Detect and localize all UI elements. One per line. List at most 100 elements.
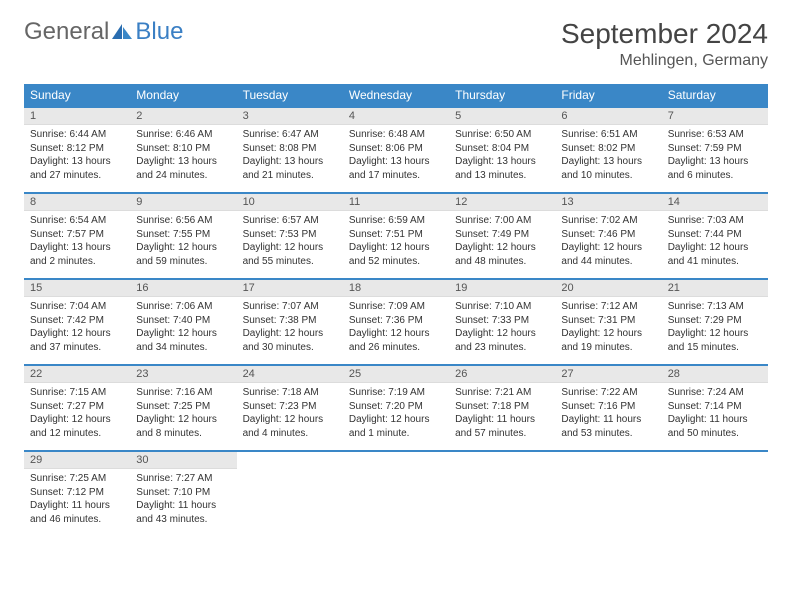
day-number: 3	[237, 108, 343, 125]
day-cell: 14Sunrise: 7:03 AMSunset: 7:44 PMDayligh…	[662, 193, 768, 279]
day-number: 24	[237, 366, 343, 383]
day-cell: 26Sunrise: 7:21 AMSunset: 7:18 PMDayligh…	[449, 365, 555, 451]
week-row: 15Sunrise: 7:04 AMSunset: 7:42 PMDayligh…	[24, 279, 768, 365]
daylight-text: Daylight: 12 hours and 37 minutes.	[30, 327, 124, 354]
sunset-text: Sunset: 7:25 PM	[136, 400, 230, 414]
brand-text-2: Blue	[135, 18, 183, 46]
sunrise-text: Sunrise: 6:56 AM	[136, 214, 230, 228]
day-number: 18	[343, 280, 449, 297]
sunset-text: Sunset: 7:51 PM	[349, 228, 443, 242]
week-row: 8Sunrise: 6:54 AMSunset: 7:57 PMDaylight…	[24, 193, 768, 279]
sunset-text: Sunset: 7:59 PM	[668, 142, 762, 156]
daylight-text: Daylight: 13 hours and 13 minutes.	[455, 155, 549, 182]
day-number: 17	[237, 280, 343, 297]
calendar-table: Sunday Monday Tuesday Wednesday Thursday…	[24, 84, 768, 537]
calendar-body: 1Sunrise: 6:44 AMSunset: 8:12 PMDaylight…	[24, 107, 768, 537]
sunset-text: Sunset: 7:53 PM	[243, 228, 337, 242]
day-cell: 24Sunrise: 7:18 AMSunset: 7:23 PMDayligh…	[237, 365, 343, 451]
day-cell: 21 Sunrise: 7:13 AMSunset: 7:29 PMDayligh…	[662, 279, 768, 365]
sunrise-text: Sunrise: 6:53 AM	[668, 128, 762, 142]
sunset-text: Sunset: 7:44 PM	[668, 228, 762, 242]
day-body: Sunrise: 7:18 AMSunset: 7:23 PMDaylight:…	[237, 383, 343, 444]
daylight-text: Daylight: 13 hours and 17 minutes.	[349, 155, 443, 182]
sunrise-text: Sunrise: 7:03 AM	[668, 214, 762, 228]
day-number: 27	[555, 366, 661, 383]
sunrise-text: Sunrise: 7:21 AM	[455, 386, 549, 400]
day-cell: 27Sunrise: 7:22 AMSunset: 7:16 PMDayligh…	[555, 365, 661, 451]
day-cell: 11Sunrise: 6:59 AMSunset: 7:51 PMDayligh…	[343, 193, 449, 279]
week-row: 1Sunrise: 6:44 AMSunset: 8:12 PMDaylight…	[24, 107, 768, 193]
dow-wednesday: Wednesday	[343, 84, 449, 107]
day-cell: 25Sunrise: 7:19 AMSunset: 7:20 PMDayligh…	[343, 365, 449, 451]
sunrise-text: Sunrise: 7:06 AM	[136, 300, 230, 314]
sunrise-text: Sunrise: 7:04 AM	[30, 300, 124, 314]
sunset-text: Sunset: 7:18 PM	[455, 400, 549, 414]
sail-icon	[111, 23, 133, 41]
day-number: 2	[130, 108, 236, 125]
dow-saturday: Saturday	[662, 84, 768, 107]
day-number: 7	[662, 108, 768, 125]
sunset-text: Sunset: 7:20 PM	[349, 400, 443, 414]
daylight-text: Daylight: 13 hours and 21 minutes.	[243, 155, 337, 182]
sunrise-text: Sunrise: 7:09 AM	[349, 300, 443, 314]
sunrise-text: Sunrise: 7:22 AM	[561, 386, 655, 400]
sunset-text: Sunset: 7:42 PM	[30, 314, 124, 328]
sunset-text: Sunset: 8:02 PM	[561, 142, 655, 156]
sunrise-text: Sunrise: 7:25 AM	[30, 472, 124, 486]
daylight-text: Daylight: 11 hours and 43 minutes.	[136, 499, 230, 526]
sunset-text: Sunset: 7:27 PM	[30, 400, 124, 414]
daylight-text: Daylight: 12 hours and 55 minutes.	[243, 241, 337, 268]
sunset-text: Sunset: 8:06 PM	[349, 142, 443, 156]
sunrise-text: Sunrise: 7:12 AM	[561, 300, 655, 314]
day-number: 28	[662, 366, 768, 383]
day-cell: 23Sunrise: 7:16 AMSunset: 7:25 PMDayligh…	[130, 365, 236, 451]
header: General Blue September 2024 Mehlingen, G…	[24, 18, 768, 70]
day-cell	[662, 451, 768, 537]
day-number: 10	[237, 194, 343, 211]
day-number: 29	[24, 452, 130, 469]
sunset-text: Sunset: 7:12 PM	[30, 486, 124, 500]
daylight-text: Daylight: 13 hours and 10 minutes.	[561, 155, 655, 182]
day-body: Sunrise: 7:09 AMSunset: 7:36 PMDaylight:…	[343, 297, 449, 358]
day-cell: 1Sunrise: 6:44 AMSunset: 8:12 PMDaylight…	[24, 107, 130, 193]
sunrise-text: Sunrise: 7:13 AM	[668, 300, 762, 314]
sunrise-text: Sunrise: 6:46 AM	[136, 128, 230, 142]
day-number: 23	[130, 366, 236, 383]
dow-sunday: Sunday	[24, 84, 130, 107]
day-body: Sunrise: 7:19 AMSunset: 7:20 PMDaylight:…	[343, 383, 449, 444]
daylight-text: Daylight: 13 hours and 6 minutes.	[668, 155, 762, 182]
day-number: 1	[24, 108, 130, 125]
sunset-text: Sunset: 7:23 PM	[243, 400, 337, 414]
daylight-text: Daylight: 11 hours and 53 minutes.	[561, 413, 655, 440]
day-number: 8	[24, 194, 130, 211]
day-body: Sunrise: 7:03 AMSunset: 7:44 PMDaylight:…	[662, 211, 768, 272]
dow-thursday: Thursday	[449, 84, 555, 107]
daylight-text: Daylight: 12 hours and 26 minutes.	[349, 327, 443, 354]
day-number: 22	[24, 366, 130, 383]
daylight-text: Daylight: 12 hours and 15 minutes.	[668, 327, 762, 354]
sunrise-text: Sunrise: 6:59 AM	[349, 214, 443, 228]
day-number: 16	[130, 280, 236, 297]
day-number: 21	[662, 280, 768, 297]
day-body: Sunrise: 6:56 AMSunset: 7:55 PMDaylight:…	[130, 211, 236, 272]
sunrise-text: Sunrise: 6:47 AM	[243, 128, 337, 142]
daylight-text: Daylight: 13 hours and 24 minutes.	[136, 155, 230, 182]
sunset-text: Sunset: 8:10 PM	[136, 142, 230, 156]
day-cell: 18Sunrise: 7:09 AMSunset: 7:36 PMDayligh…	[343, 279, 449, 365]
sunrise-text: Sunrise: 7:27 AM	[136, 472, 230, 486]
day-body: Sunrise: 6:54 AMSunset: 7:57 PMDaylight:…	[24, 211, 130, 272]
day-body: Sunrise: 7:02 AMSunset: 7:46 PMDaylight:…	[555, 211, 661, 272]
sunset-text: Sunset: 7:36 PM	[349, 314, 443, 328]
day-body: Sunrise: 7:04 AMSunset: 7:42 PMDaylight:…	[24, 297, 130, 358]
location-label: Mehlingen, Germany	[561, 52, 768, 70]
title-block: September 2024 Mehlingen, Germany	[561, 18, 768, 70]
daylight-text: Daylight: 13 hours and 2 minutes.	[30, 241, 124, 268]
dow-tuesday: Tuesday	[237, 84, 343, 107]
brand-text-1: General	[24, 18, 109, 46]
sunset-text: Sunset: 7:29 PM	[668, 314, 762, 328]
sunrise-text: Sunrise: 7:00 AM	[455, 214, 549, 228]
day-number: 25	[343, 366, 449, 383]
day-cell: 10Sunrise: 6:57 AMSunset: 7:53 PMDayligh…	[237, 193, 343, 279]
daylight-text: Daylight: 13 hours and 27 minutes.	[30, 155, 124, 182]
day-cell	[555, 451, 661, 537]
